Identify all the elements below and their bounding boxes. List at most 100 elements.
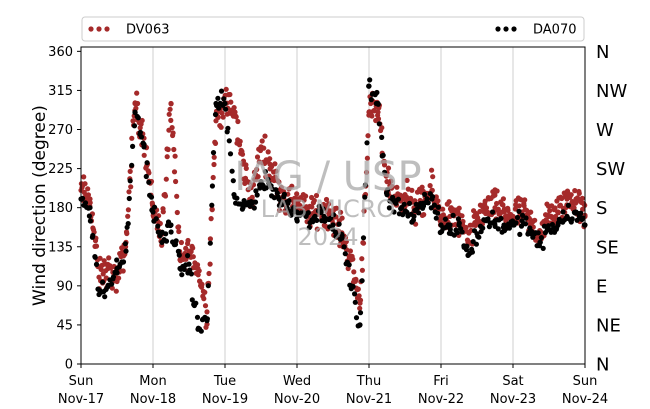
data-point (339, 215, 345, 221)
data-point (212, 111, 219, 118)
data-point (385, 165, 392, 171)
data-point (155, 223, 161, 229)
data-point (362, 194, 368, 200)
data-point (519, 218, 525, 224)
data-point (215, 95, 221, 101)
data-point (547, 208, 553, 214)
data-point (438, 213, 444, 219)
data-point (114, 270, 120, 276)
data-point (375, 109, 381, 115)
data-point (125, 221, 131, 227)
data-point (276, 196, 282, 202)
data-point (442, 216, 448, 222)
data-point (523, 221, 529, 227)
data-point (148, 194, 155, 200)
legend-label-dv063: DV063 (126, 23, 170, 38)
data-point (85, 186, 91, 192)
data-point (355, 286, 361, 292)
data-point (194, 314, 201, 320)
legend-marker (511, 26, 517, 32)
y-tick-label: 315 (48, 84, 73, 99)
data-point (179, 272, 185, 278)
data-point (199, 281, 205, 287)
data-point (528, 209, 534, 215)
data-point (193, 300, 199, 306)
data-point (346, 262, 352, 268)
data-point (265, 149, 271, 155)
x-tick-label-day: Wed (283, 374, 311, 389)
data-point (129, 135, 135, 141)
data-point (338, 209, 344, 215)
legend-marker (495, 26, 501, 32)
data-point (211, 154, 217, 160)
data-point (477, 208, 483, 215)
data-point (170, 130, 176, 136)
data-point (334, 232, 340, 238)
data-point (459, 213, 465, 219)
data-point (333, 205, 340, 211)
data-point (146, 170, 152, 176)
data-point (386, 205, 392, 211)
data-point (185, 253, 191, 259)
x-tick-label-date: Nov-19 (202, 392, 248, 407)
data-point (216, 105, 222, 111)
data-point (330, 222, 336, 228)
data-point (483, 205, 489, 211)
data-point (166, 111, 172, 117)
data-point (125, 207, 131, 213)
data-point (326, 201, 332, 207)
data-point (579, 195, 585, 201)
y-tick-label: 360 (48, 45, 73, 60)
data-point (568, 192, 574, 198)
data-point (492, 192, 498, 198)
data-point (450, 212, 456, 218)
data-point (500, 196, 506, 202)
data-point (352, 299, 358, 305)
data-point (314, 226, 320, 232)
data-point (93, 243, 100, 249)
data-point (235, 118, 241, 125)
data-point (564, 196, 570, 202)
data-point (309, 204, 315, 210)
data-point (96, 291, 102, 298)
data-point (578, 210, 584, 216)
data-point (535, 230, 541, 236)
watermark-line-1: IAG / USP (234, 154, 421, 200)
data-point (381, 162, 388, 168)
watermark: IAG / USP LAB MICRO 2024 (234, 154, 421, 251)
data-point (223, 106, 229, 112)
data-point (552, 205, 558, 211)
data-point (569, 216, 575, 222)
x-tick-label-date: Nov-24 (562, 392, 608, 407)
data-point (348, 283, 354, 289)
y-tick-label: 180 (48, 201, 73, 216)
data-point (494, 200, 500, 207)
data-point (328, 215, 334, 221)
data-point (229, 168, 235, 174)
data-point (342, 251, 348, 257)
data-point (505, 207, 511, 213)
data-point (402, 209, 408, 215)
data-point (384, 179, 390, 185)
data-point (125, 213, 131, 219)
data-point (202, 289, 208, 295)
data-point (234, 195, 240, 201)
data-point (573, 196, 579, 202)
data-point (202, 303, 209, 309)
data-point (254, 154, 261, 160)
data-point (127, 168, 133, 174)
data-point (137, 129, 143, 135)
data-point (360, 240, 367, 246)
data-point (246, 179, 252, 185)
data-point (546, 213, 552, 219)
data-point (237, 138, 243, 144)
data-point (253, 188, 259, 194)
data-point (341, 244, 347, 250)
data-point (85, 192, 91, 198)
data-point (128, 184, 134, 190)
compass-label: E (596, 276, 607, 297)
data-point (97, 255, 103, 261)
data-point (195, 265, 201, 272)
data-point (227, 91, 233, 98)
